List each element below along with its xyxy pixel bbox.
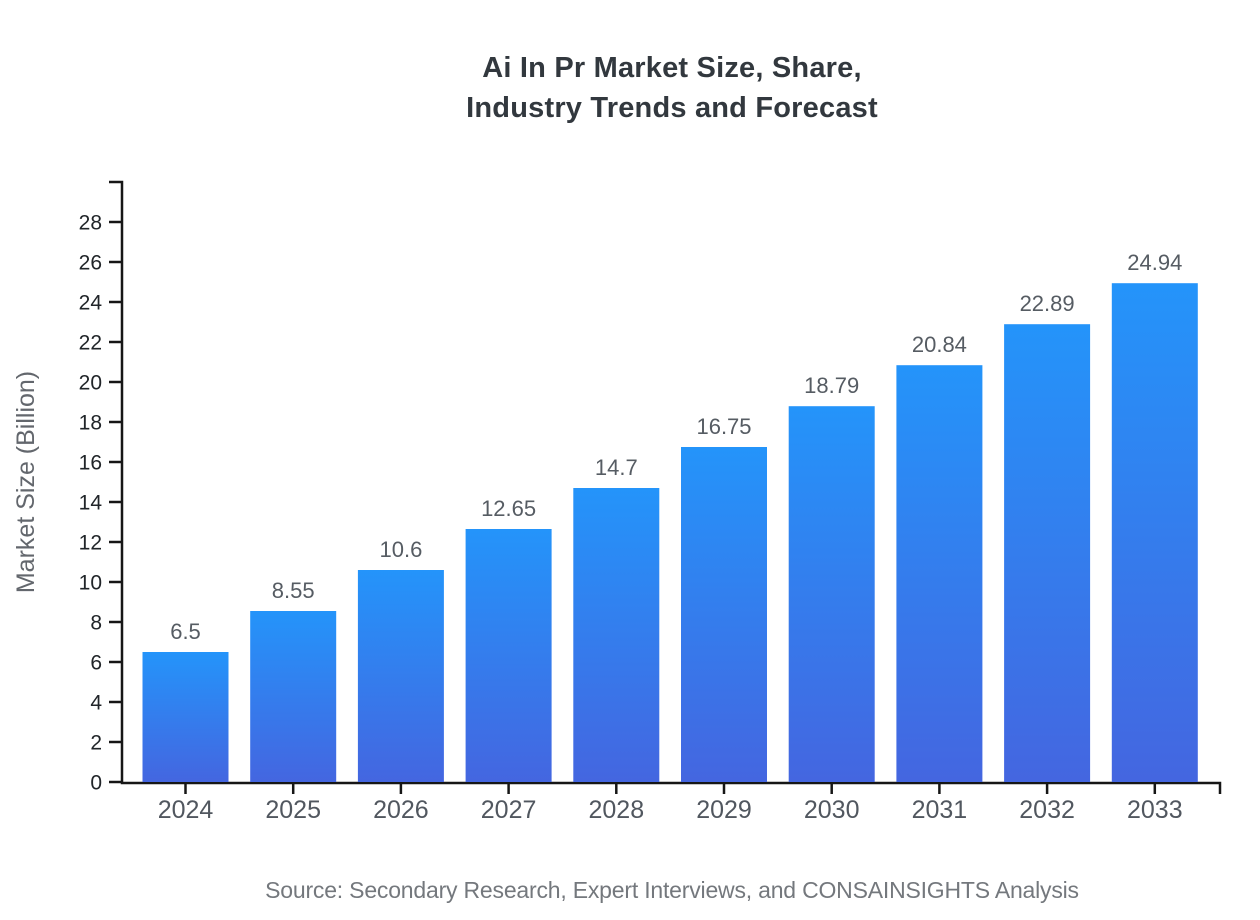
x-tick-label: 2032 [1019,796,1075,824]
y-tick-label: 4 [90,692,102,715]
y-tick-label: 24 [79,292,103,315]
y-tick-label: 14 [79,492,103,515]
y-axis-title: Market Size (Billion) [12,371,40,593]
chart-title-line-2: Industry Trends and Forecast [466,92,878,124]
x-tick-label: 2027 [481,796,537,824]
bar-2033 [1111,283,1198,782]
bar-value-label: 22.89 [1020,291,1075,316]
bar-2026 [357,570,444,782]
bar-2031 [896,365,983,782]
bar-2030 [788,406,875,782]
bar-value-label: 8.55 [272,578,315,603]
x-tick-label: 2031 [912,796,968,824]
y-tick-label: 6 [90,652,102,675]
bar-value-label: 14.7 [595,455,638,480]
bar-value-label: 18.79 [804,373,859,398]
y-tick-label: 16 [79,452,102,475]
y-tick-label: 8 [90,612,102,635]
y-tick-label: 26 [79,252,102,275]
x-tick-label: 2026 [373,796,429,824]
y-tick-label: 10 [79,572,102,595]
x-tick-label: 2030 [804,796,860,824]
chart-title: Ai In Pr Market Size, Share, Industry Tr… [84,48,1260,128]
bar-value-label: 6.5 [170,619,201,644]
bar-2024 [142,652,229,782]
y-tick-label: 20 [79,372,102,395]
y-tick-label: 22 [79,332,102,355]
bar-value-label: 20.84 [912,332,967,357]
x-tick-label: 2024 [158,796,214,824]
bar-2027 [465,529,552,782]
bar-2028 [573,488,660,782]
bar-value-label: 24.94 [1127,250,1182,275]
x-tick-label: 2028 [588,796,644,824]
y-tick-label: 28 [79,212,102,235]
labels-layer: 02468101214161820222426286.520248.552025… [79,212,1183,825]
bars-layer [142,283,1198,782]
bar-2032 [1004,324,1091,782]
bar-value-label: 12.65 [481,496,536,521]
bar-value-label: 10.6 [379,537,422,562]
x-tick-label: 2029 [696,796,752,824]
x-tick-label: 2033 [1127,796,1183,824]
x-tick-label: 2025 [265,796,321,824]
y-tick-label: 12 [79,532,102,555]
bar-2025 [250,611,337,782]
source-text: Source: Secondary Research, Expert Inter… [265,877,1079,903]
bar-value-label: 16.75 [696,414,751,439]
axis-layer [109,180,1222,794]
bar-2029 [681,447,767,782]
y-tick-label: 0 [90,772,102,795]
chart-title-line-1: Ai In Pr Market Size, Share, [482,52,862,84]
y-tick-label: 2 [90,732,102,755]
y-tick-label: 18 [79,412,102,435]
